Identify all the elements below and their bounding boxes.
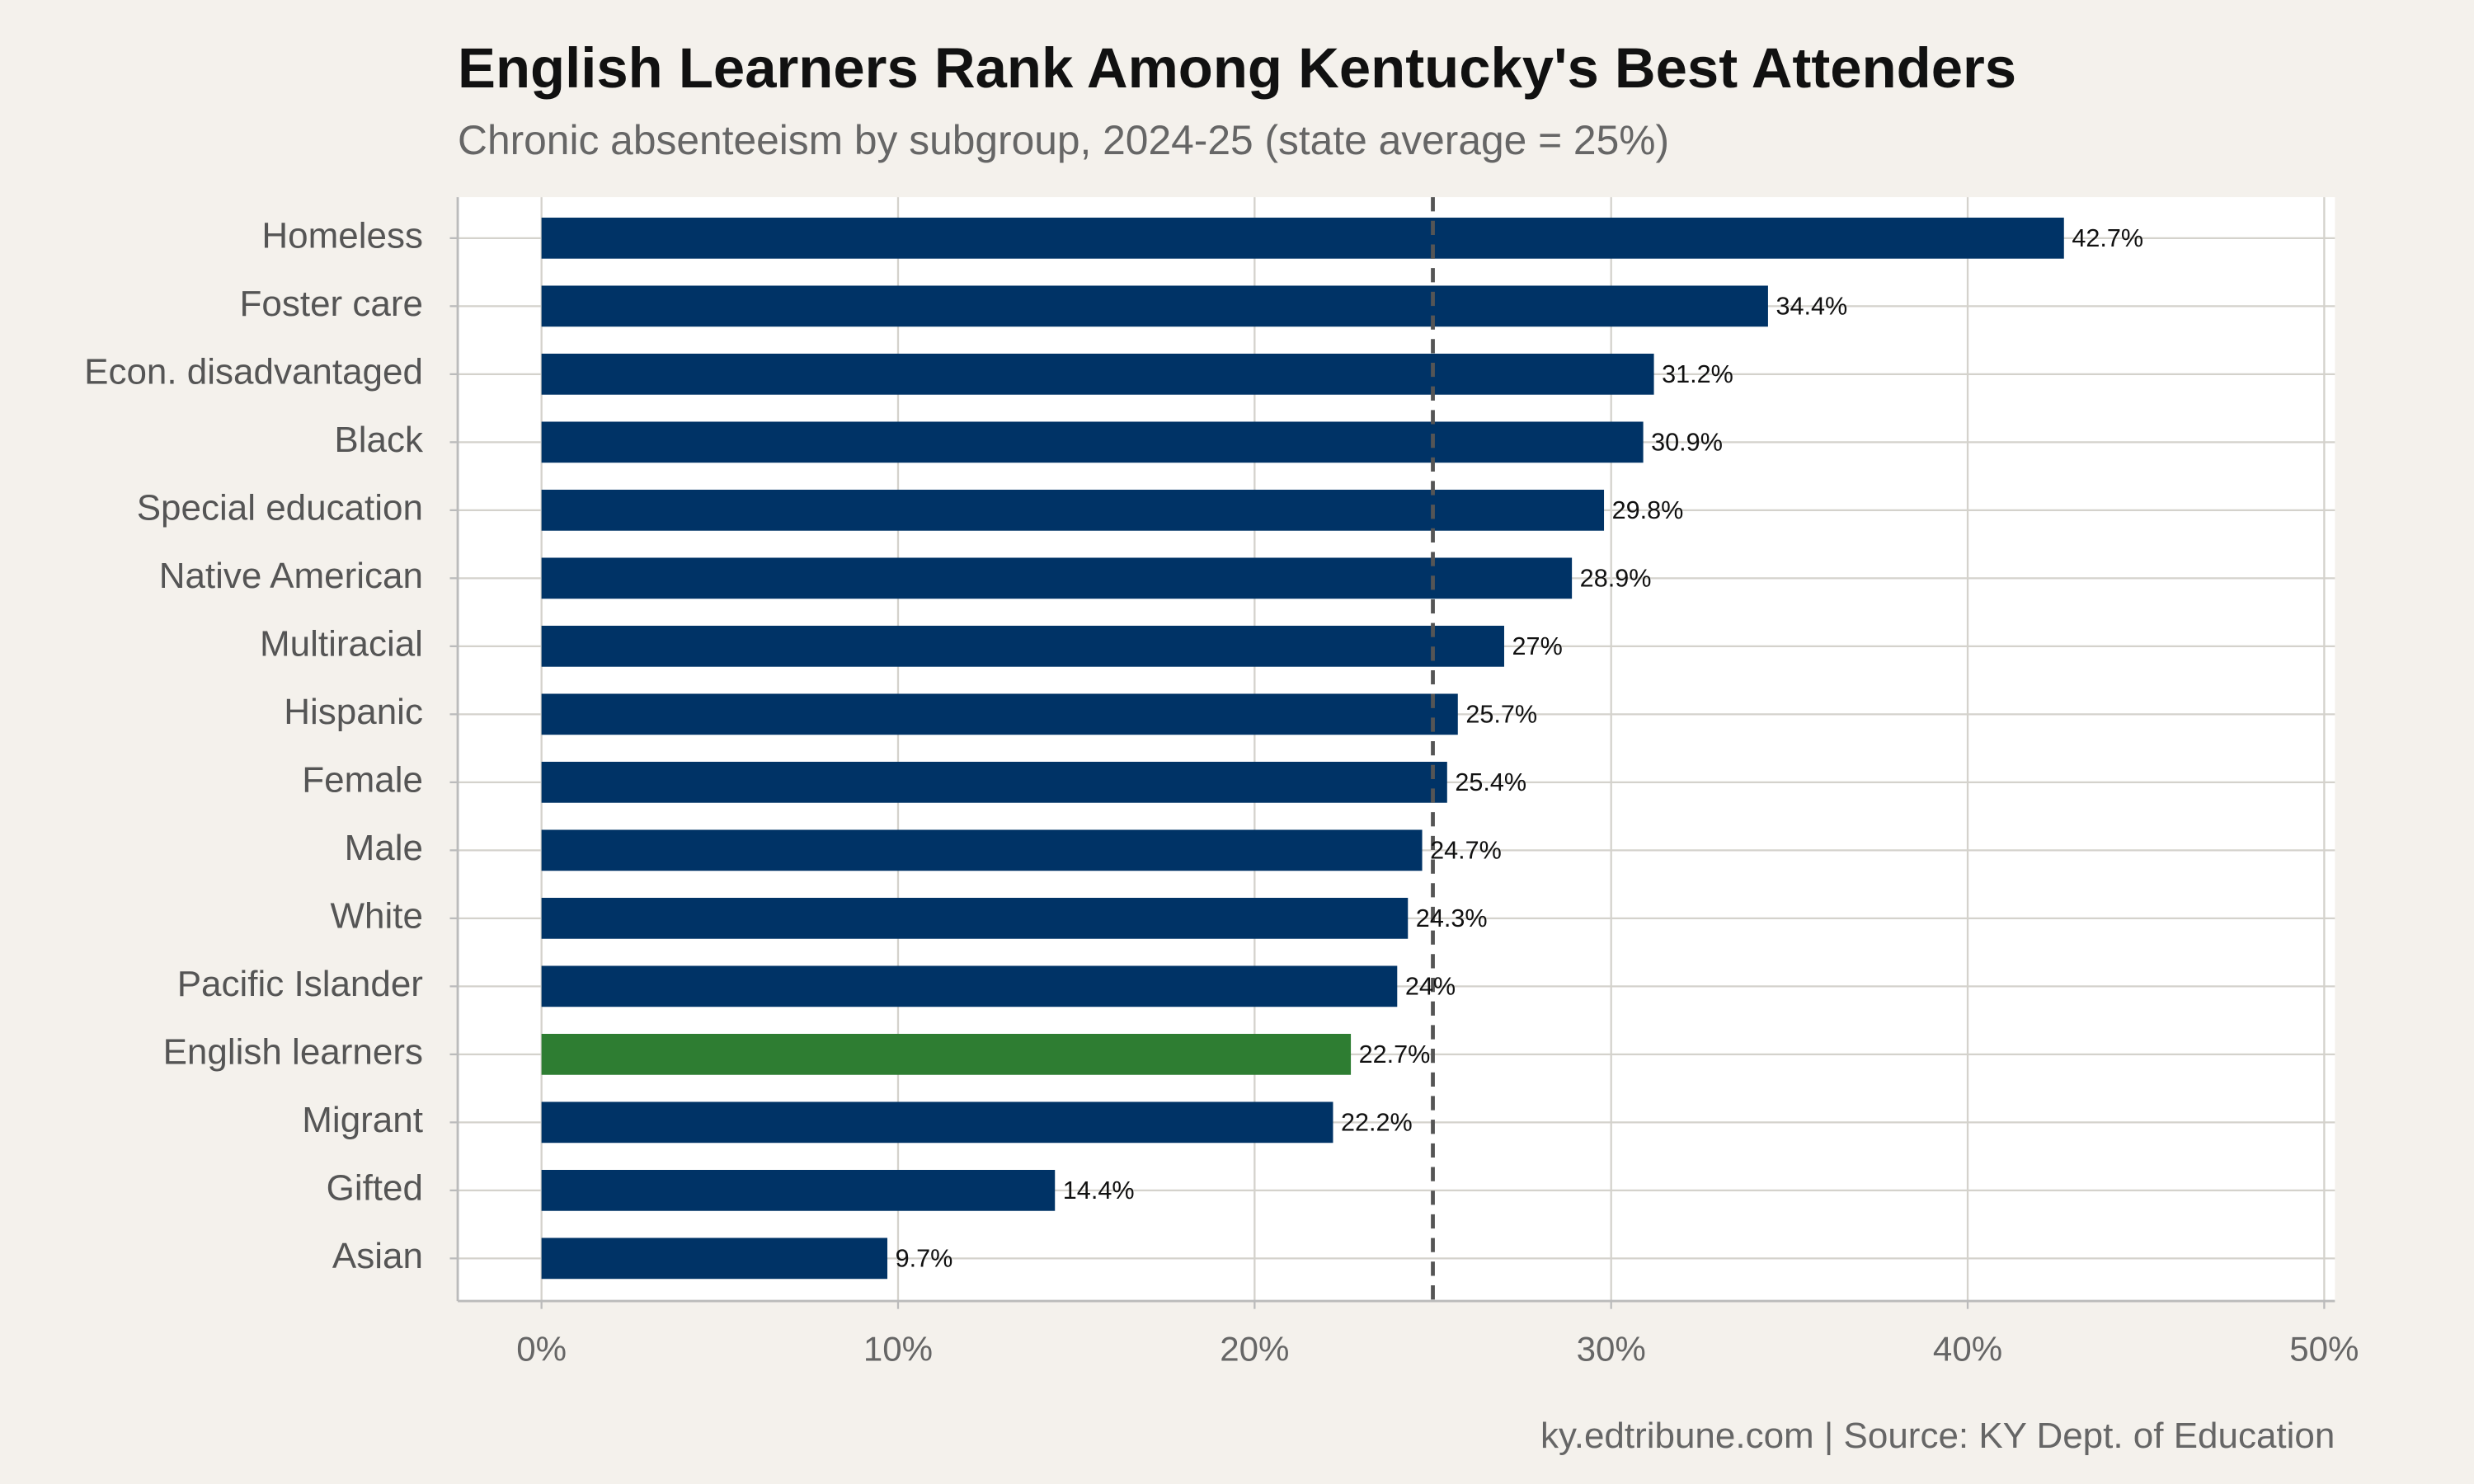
y-tick-label: Native American (159, 556, 423, 596)
bar (541, 965, 1398, 1007)
bar (541, 1101, 1333, 1144)
bar (541, 285, 1768, 327)
value-label: 25.4% (1455, 768, 1526, 796)
x-tick-label: 50% (2289, 1329, 2359, 1368)
chart-title: English Learners Rank Among Kentucky's B… (458, 36, 2016, 100)
bar (541, 1033, 1352, 1075)
bar (541, 1169, 1056, 1211)
caption: ky.edtribune.com | Source: KY Dept. of E… (1540, 1416, 2335, 1456)
x-tick-label: 0% (516, 1329, 567, 1368)
value-label: 22.7% (1359, 1040, 1431, 1068)
value-label: 24.3% (1416, 904, 1488, 932)
value-label: 24.7% (1430, 836, 1502, 864)
x-tick-label: 30% (1577, 1329, 1646, 1368)
y-tick-label: Asian (332, 1236, 423, 1276)
value-label: 31.2% (1662, 360, 1733, 388)
y-tick-label: Female (302, 759, 423, 800)
y-tick-label: Econ. disadvantaged (84, 351, 423, 392)
bar (541, 1237, 888, 1280)
bar (541, 897, 1409, 939)
x-tick-label: 40% (1933, 1329, 2002, 1368)
value-label: 25.7% (1465, 700, 1537, 728)
y-tick-label: Black (334, 420, 424, 460)
value-label: 34.4% (1776, 292, 1847, 320)
value-label: 28.9% (1580, 564, 1652, 592)
y-tick-label: Multiracial (260, 623, 423, 664)
y-tick-label: Foster care (240, 284, 423, 324)
y-tick-label: White (331, 895, 423, 936)
value-label: 14.4% (1063, 1176, 1135, 1205)
bar (541, 761, 1447, 803)
bar (541, 557, 1573, 599)
y-tick-label: English learners (163, 1031, 423, 1072)
y-tick-label: Homeless (261, 215, 423, 256)
bar (541, 829, 1423, 871)
y-tick-label: Special education (137, 487, 423, 528)
bar (541, 353, 1654, 395)
y-tick-label: Hispanic (284, 692, 423, 732)
marks (541, 217, 2064, 1280)
bar (541, 421, 1644, 463)
y-tick-label: Migrant (302, 1100, 423, 1140)
x-tick-label: 20% (1220, 1329, 1289, 1368)
value-label: 24% (1405, 972, 1456, 1000)
value-label: 29.8% (1612, 496, 1684, 524)
bar (541, 489, 1605, 531)
y-tick-label: Pacific Islander (177, 964, 423, 1004)
value-label: 42.7% (2072, 224, 2143, 252)
value-label: 22.2% (1341, 1108, 1413, 1136)
bar (541, 625, 1504, 667)
value-label: 9.7% (896, 1244, 953, 1272)
x-tick-label: 10% (863, 1329, 933, 1368)
chart-subtitle: Chronic absenteeism by subgroup, 2024-25… (458, 117, 1669, 163)
y-tick-label: Gifted (327, 1167, 423, 1208)
bar (541, 693, 1458, 735)
value-label: 30.9% (1651, 428, 1723, 456)
y-tick-label: Male (345, 828, 423, 868)
bar (541, 217, 2064, 259)
value-label: 27% (1512, 632, 1563, 660)
